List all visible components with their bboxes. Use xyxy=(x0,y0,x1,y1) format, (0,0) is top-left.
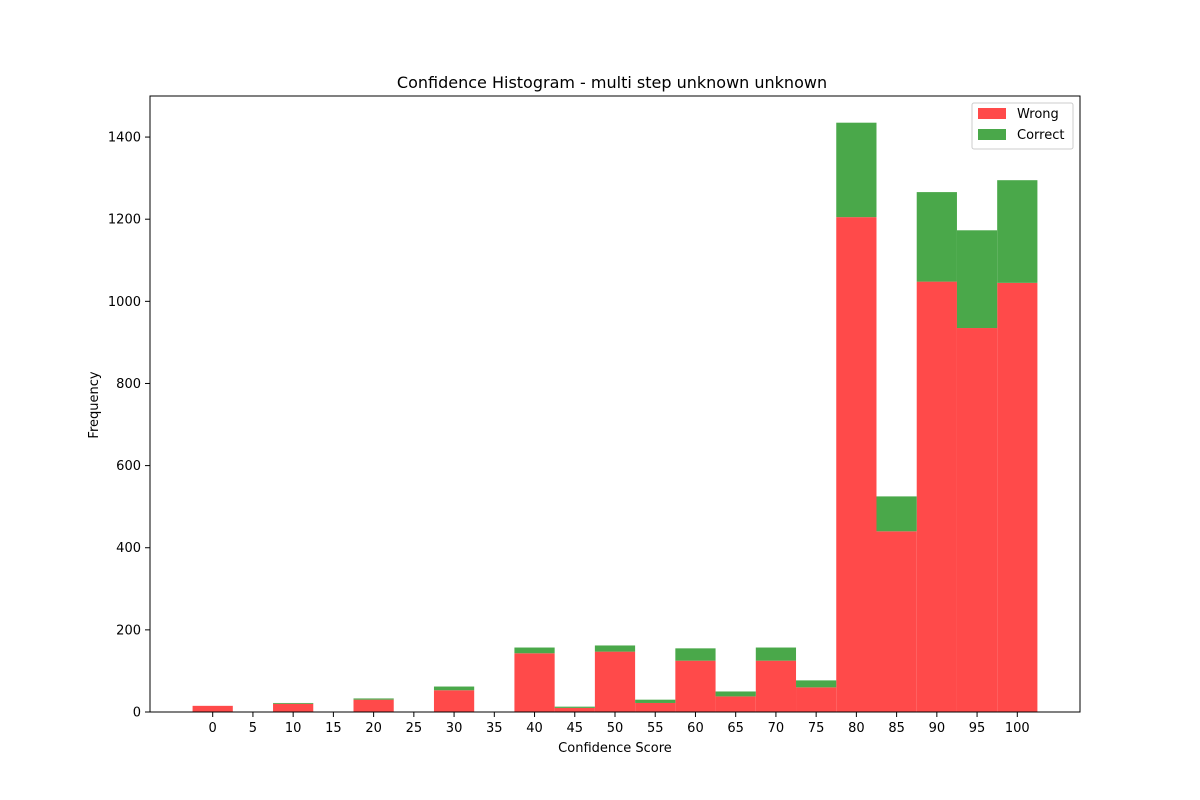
y-tick-label: 400 xyxy=(116,541,141,556)
bar-correct-80 xyxy=(836,122,877,218)
bar-correct-65 xyxy=(715,691,756,697)
x-tick-label: 50 xyxy=(607,721,624,736)
bar-correct-50 xyxy=(594,645,636,652)
bar-correct-60 xyxy=(675,648,716,661)
bar-wrong-100 xyxy=(997,282,1038,712)
x-tick-label: 80 xyxy=(848,721,865,736)
y-tick-label: 200 xyxy=(116,623,141,638)
x-tick-label: 25 xyxy=(406,721,423,736)
bar-wrong-90 xyxy=(916,281,957,712)
y-tick-label: 0 xyxy=(133,706,141,721)
bar-wrong-75 xyxy=(796,687,837,712)
bar-wrong-55 xyxy=(635,702,676,712)
legend-swatch-wrong xyxy=(978,108,1006,119)
x-tick-label: 0 xyxy=(209,721,217,736)
x-axis-label: Confidence Score xyxy=(558,741,672,756)
bar-wrong-80 xyxy=(836,217,877,712)
x-tick-label: 5 xyxy=(249,721,257,736)
legend-label-correct: Correct xyxy=(1017,128,1064,143)
x-tick-label: 30 xyxy=(446,721,463,736)
bar-wrong-65 xyxy=(715,696,756,712)
bar-wrong-45 xyxy=(554,707,595,712)
bar-wrong-50 xyxy=(594,651,636,712)
bar-wrong-0 xyxy=(192,705,233,712)
bar-correct-45 xyxy=(554,706,595,708)
bar-wrong-40 xyxy=(514,653,555,712)
bar-wrong-70 xyxy=(755,660,797,712)
bar-correct-90 xyxy=(916,192,957,282)
bar-wrong-60 xyxy=(675,660,716,712)
x-tick-label: 85 xyxy=(888,721,905,736)
bar-correct-10 xyxy=(273,702,314,704)
legend-swatch-correct xyxy=(978,129,1006,140)
bar-correct-75 xyxy=(796,680,837,688)
bar-wrong-95 xyxy=(956,328,998,712)
bar-wrong-85 xyxy=(876,531,917,712)
x-tick-label: 100 xyxy=(1005,721,1030,736)
y-axis-ticks: 0 200 400 600 800 1000 1200 1400 xyxy=(108,131,150,721)
x-tick-label: 20 xyxy=(365,721,382,736)
x-tick-label: 55 xyxy=(647,721,664,736)
bar-correct-40 xyxy=(514,647,555,654)
y-tick-label: 1200 xyxy=(108,213,141,228)
bar-wrong-30 xyxy=(433,690,475,712)
bar-correct-55 xyxy=(635,699,676,703)
x-tick-label: 70 xyxy=(768,721,785,736)
x-tick-label: 95 xyxy=(969,721,986,736)
bar-wrong-10 xyxy=(273,703,314,712)
y-tick-label: 600 xyxy=(116,459,141,474)
x-tick-label: 10 xyxy=(285,721,302,736)
x-tick-label: 15 xyxy=(325,721,342,736)
y-tick-label: 800 xyxy=(116,377,141,392)
y-tick-label: 1400 xyxy=(108,131,141,146)
y-tick-label: 1000 xyxy=(108,295,141,310)
x-tick-label: 60 xyxy=(687,721,704,736)
chart-title: Confidence Histogram - multi step unknow… xyxy=(397,73,827,92)
x-tick-label: 45 xyxy=(566,721,583,736)
bar-correct-95 xyxy=(956,230,998,329)
y-axis-label: Frequency xyxy=(87,371,102,438)
bar-correct-20 xyxy=(353,698,394,700)
legend: Wrong Correct xyxy=(971,102,1074,150)
bars-group xyxy=(192,122,1038,712)
x-tick-label: 40 xyxy=(526,721,543,736)
legend-label-wrong: Wrong xyxy=(1017,107,1059,122)
x-axis-ticks: 0 5 10 15 20 25 30 35 40 45 50 55 60 65 70 75 80 85 90 95 10… xyxy=(209,712,1030,736)
bar-correct-70 xyxy=(755,647,797,661)
bar-correct-30 xyxy=(433,686,475,691)
bar-correct-85 xyxy=(876,496,917,532)
x-tick-label: 75 xyxy=(808,721,825,736)
bar-wrong-20 xyxy=(353,699,394,712)
x-tick-label: 90 xyxy=(929,721,946,736)
x-tick-label: 65 xyxy=(727,721,744,736)
x-tick-label: 35 xyxy=(486,721,503,736)
bar-correct-100 xyxy=(997,180,1038,283)
